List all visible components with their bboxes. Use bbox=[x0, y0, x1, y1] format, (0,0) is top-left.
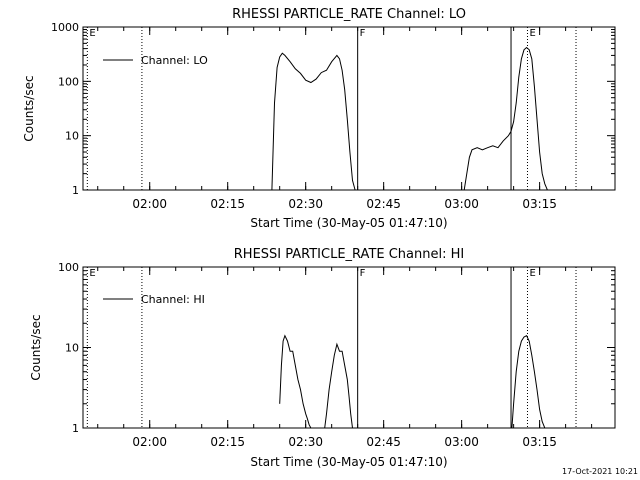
x-tick-label: 02:30 bbox=[288, 197, 323, 211]
x-tick-label: 02:45 bbox=[366, 197, 401, 211]
timestamp-stamp: 17-Oct-2021 10:21 bbox=[562, 467, 638, 476]
x-tick-label: 02:15 bbox=[210, 435, 245, 449]
x-tick-label: 02:30 bbox=[288, 435, 323, 449]
y-axis-label: Counts/sec bbox=[22, 75, 36, 141]
y-tick-label: 10 bbox=[65, 130, 79, 143]
event-marker-label: F bbox=[360, 28, 366, 39]
series-line-segment bbox=[279, 334, 312, 428]
panel-lo: RHESSI PARTICLE_RATE Channel: LO 1 10 100 10… bbox=[22, 7, 616, 230]
y-axis-label: Counts/sec bbox=[29, 314, 43, 380]
x-tick-label: 02:00 bbox=[132, 197, 167, 211]
legend-entry: Channel: LO bbox=[141, 54, 208, 67]
series-line-segment bbox=[511, 335, 546, 428]
plot-frame bbox=[82, 266, 616, 429]
y-tick-label: 100 bbox=[58, 75, 79, 88]
x-tick-label: 03:15 bbox=[522, 197, 557, 211]
chart-title: RHESSI PARTICLE_RATE Channel: LO bbox=[232, 7, 466, 22]
y-tick-label: 100 bbox=[58, 261, 79, 274]
event-marker-label: E bbox=[89, 28, 95, 39]
panel-hi: RHESSI PARTICLE_RATE Channel: HI 1 10 100 Co… bbox=[29, 247, 616, 469]
plot-frame bbox=[82, 26, 616, 191]
x-tick-label: 03:15 bbox=[522, 435, 557, 449]
series-line-segment bbox=[463, 46, 548, 190]
chart-title: RHESSI PARTICLE_RATE Channel: HI bbox=[234, 247, 464, 262]
x-tick-label: 02:00 bbox=[132, 435, 167, 449]
x-tick-label: 02:45 bbox=[366, 435, 401, 449]
x-tick-label: 03:00 bbox=[444, 435, 479, 449]
x-tick-label: 02:15 bbox=[210, 197, 245, 211]
series-line-segment bbox=[324, 342, 353, 428]
y-tick-label: 1 bbox=[72, 422, 79, 435]
x-axis-label: Start Time (30-May-05 01:47:10) bbox=[250, 455, 447, 469]
y-tick-label: 1 bbox=[72, 184, 79, 197]
y-tick-label: 10 bbox=[65, 342, 79, 355]
event-marker-label: E bbox=[529, 268, 535, 279]
event-marker-label: E bbox=[529, 28, 535, 39]
x-tick-label: 03:00 bbox=[444, 197, 479, 211]
event-marker-label: F bbox=[360, 268, 366, 279]
series-line-segment bbox=[271, 52, 356, 190]
y-tick-label: 1000 bbox=[51, 21, 79, 34]
legend-entry: Channel: HI bbox=[141, 293, 205, 306]
x-axis-label: Start Time (30-May-05 01:47:10) bbox=[250, 216, 447, 230]
event-marker-label: E bbox=[89, 268, 95, 279]
